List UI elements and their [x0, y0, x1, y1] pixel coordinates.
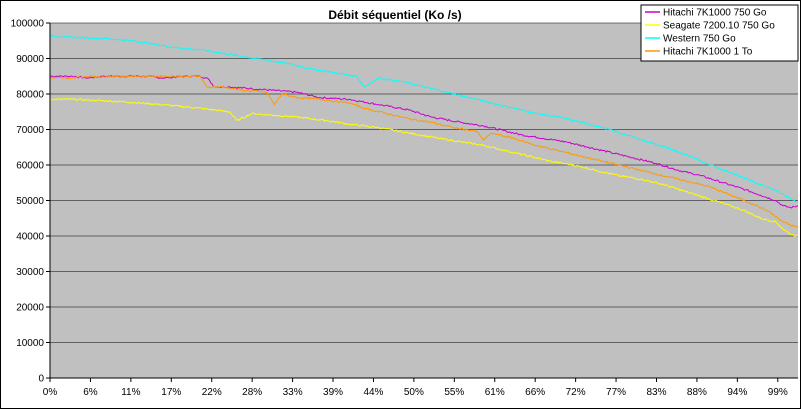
x-tick-label: 33%: [283, 387, 303, 398]
y-tick-label: 80000: [16, 90, 44, 101]
x-tick-label: 83%: [646, 387, 666, 398]
legend-label: Western 750 Go: [663, 34, 736, 45]
y-tick-label: 90000: [16, 54, 44, 65]
y-tick-label: 40000: [16, 232, 44, 243]
y-tick-label: 20000: [16, 303, 44, 314]
chart-title: Débit séquentiel (Ko /s): [328, 8, 461, 22]
x-tick-label: 28%: [242, 387, 262, 398]
x-axis-ticks: 0% 6% 11% 17% 22% 28% 33% 39% 44% 50% 55% 61% 66% 72%…: [43, 378, 788, 398]
x-tick-label: 0%: [43, 387, 58, 398]
series-line-4: [49, 74, 799, 228]
series-line-2: [49, 98, 799, 237]
legend-label: Seagate 7200.10 750 Go: [663, 21, 775, 32]
grid-lines: [50, 22, 798, 343]
legend-box: [640, 4, 799, 62]
legend-label: Hitachi 7K1000 750 Go: [663, 8, 767, 19]
x-tick-label: 55%: [444, 387, 464, 398]
x-tick-label: 50%: [404, 387, 424, 398]
x-tick-label: 72%: [566, 387, 586, 398]
legend-label: Hitachi 7K1000 1 To: [663, 47, 753, 58]
y-tick-label: 10000: [16, 338, 44, 349]
x-tick-label: 88%: [687, 387, 707, 398]
legend: Hitachi 7K1000 750 Go Seagate 7200.10 750…: [640, 4, 799, 62]
y-tick-label: 60000: [16, 161, 44, 172]
y-tick-label: 0: [38, 374, 44, 385]
x-tick-label: 66%: [525, 387, 545, 398]
x-tick-label: 94%: [727, 387, 747, 398]
x-tick-label: 17%: [161, 387, 181, 398]
x-tick-label: 44%: [363, 387, 383, 398]
y-axis-ticks: 0 10000 20000 30000 40000 50000 60000 70000 8000…: [11, 19, 50, 385]
x-tick-label: 39%: [323, 387, 343, 398]
x-tick-label: 77%: [606, 387, 626, 398]
x-tick-label: 99%: [768, 387, 788, 398]
y-tick-label: 50000: [16, 196, 44, 207]
series-lines: [49, 34, 799, 237]
x-tick-label: 6%: [83, 387, 98, 398]
y-tick-label: 30000: [16, 267, 44, 278]
y-tick-label: 70000: [16, 125, 44, 136]
series-line-3: [49, 34, 799, 203]
x-tick-label: 22%: [202, 387, 222, 398]
y-tick-label: 100000: [11, 19, 45, 30]
x-tick-label: 11%: [121, 387, 140, 398]
x-tick-label: 61%: [485, 387, 505, 398]
